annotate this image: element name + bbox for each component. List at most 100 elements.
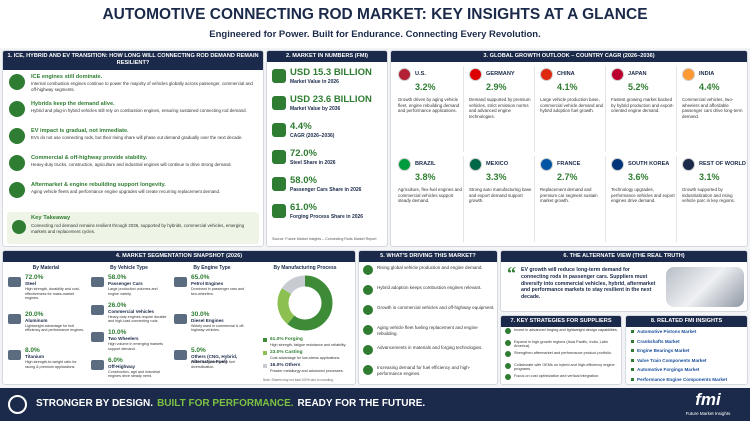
stat-label: CAGR (2026–2036) (290, 133, 335, 139)
segment-name: Petrol Engines (191, 281, 224, 286)
country-text: Strong auto manufacturing base and expor… (469, 187, 532, 203)
segment-share: 8.0% (25, 347, 40, 355)
group-title: By Vehicle Type (110, 265, 148, 271)
segment-text: High strength-to-weight ratio for racing… (25, 360, 77, 369)
item-text: EVs do not use connecting rods, but thei… (31, 135, 243, 140)
segment-name: Two Wheelers (108, 336, 139, 341)
country-text: Growth driven by aging vehicle fleet, en… (398, 97, 460, 113)
legend-text: Cost advantage for low-stress applicatio… (270, 356, 341, 360)
country-cagr: 2.7% (557, 172, 578, 182)
donut-segment (277, 275, 333, 331)
icon (91, 304, 104, 315)
item-text: Internal combustion engines continue to … (31, 81, 253, 92)
country-text: Fastest growing market backed by hybrid … (611, 97, 674, 113)
related-link[interactable]: Engine Bearings Market (637, 348, 690, 353)
related-link[interactable]: Performance Engine Components Market (637, 376, 728, 382)
related-link[interactable]: Valve Train Components Market (637, 357, 707, 363)
segment-text: Lightweight advantage for fuel efficienc… (25, 323, 85, 333)
segment-text: Widely used in commercial & off-highway … (191, 323, 245, 333)
icon (505, 339, 511, 346)
donut-segment (277, 275, 333, 331)
stat-label: Market Value by 2036 (290, 106, 341, 112)
country-text: Agriculture, flex-fuel engines and comme… (398, 187, 462, 203)
bullet (631, 368, 634, 371)
stat-label: Market Value in 2026 (290, 79, 339, 85)
country-card: REST OF WORLD 3.1% Growth supported by ind… (679, 156, 747, 242)
numbers-panel: 2. MARKET IN NUMBERS (FMI) USD 15.3 BILLI… (266, 50, 388, 247)
icon (9, 128, 25, 144)
icon (8, 350, 21, 361)
country-cagr: 4.1% (557, 82, 578, 92)
icon (91, 332, 104, 342)
country-cagr: 3.3% (486, 172, 507, 182)
icon (8, 313, 21, 324)
icon (505, 362, 511, 369)
strategy-text: Collaborate with OEMs on hybrid and high… (514, 362, 615, 372)
country-name: CHINA (557, 71, 575, 77)
flag (611, 158, 624, 171)
stat-value: 72.0% (290, 148, 317, 159)
stat-value: USD 15.3 BILLION (290, 67, 372, 78)
section-heading: 1. ICE, HYBRID AND EV TRANSITION: HOW LO… (3, 51, 263, 70)
flag (540, 158, 553, 171)
country-name: REST OF WORLD (699, 161, 746, 167)
tagline: STRONGER BY DESIGN. BUILT FOR PERFORMANCE… (36, 398, 429, 409)
stat-label: Forging Process Share in 2026 (290, 214, 364, 220)
legend-label: 16.0% Others (270, 363, 301, 368)
icon (363, 265, 373, 275)
section-heading: 8. RELATED FMI INSIGHTS (626, 316, 747, 327)
related-link[interactable]: Automotive Pistons Market (637, 329, 697, 334)
item-text: Aging vehicle fleets and performance eng… (31, 189, 221, 194)
segment-share: 58.0% (108, 274, 127, 281)
related-link[interactable]: Crankshafts Market (637, 338, 680, 344)
country-name: U.S. (415, 71, 426, 77)
icon (91, 277, 104, 287)
icon (174, 350, 187, 361)
strategy-text: Expand in high-growth regions (Asia Paci… (514, 339, 608, 349)
segment-text: High volume in emerging markets support … (108, 342, 163, 351)
segment-name: Diesel Engines (191, 317, 224, 323)
driver-text: Increasing demand for fuel efficiency an… (377, 365, 471, 376)
country-cagr: 4.4% (699, 82, 720, 92)
section-heading: 5. WHAT'S DRIVING THIS MARKET? (359, 251, 497, 262)
bullet (631, 358, 634, 362)
group-title: By Manufacturing Process (273, 265, 337, 271)
icon (272, 177, 286, 191)
country-text: Commercial vehicles, two-wheelers and af… (682, 97, 743, 119)
icon (9, 182, 25, 198)
section-heading: 3. GLOBAL GROWTH OUTLOOK – COUNTRY CAGR … (391, 51, 747, 62)
strategies-panel: 7. KEY STRATEGIES FOR SUPPLIERS Invest in… (500, 315, 622, 385)
quote-mark: “ (507, 263, 516, 283)
strategy-text: Invest in advanced forging and lightweig… (514, 328, 618, 332)
country-card: U.S. 3.2% Growth driven by aging vehicle f… (395, 66, 464, 152)
segment-name: Titanium (25, 354, 45, 360)
icon (9, 74, 25, 90)
country-card: FRANCE 2.7% Replacement demand and premium… (537, 156, 606, 242)
related-link[interactable]: Automotive Forgings Market (637, 367, 700, 372)
segment-text: Heavy-duty engines require durable and h… (108, 314, 167, 324)
country-cagr: 3.8% (415, 172, 436, 182)
strategy-text: Focus on cost optimization and vertical … (514, 374, 600, 378)
section-heading: 4. MARKET SEGMENTATION SNAPSHOT (2026) (3, 251, 355, 262)
segment-text: Construction, agri and industrial engine… (108, 369, 160, 379)
source: Source: Future Market Insights – Connect… (272, 237, 377, 241)
icon (174, 277, 187, 287)
country-text: Technology upgrades, performance vehicle… (611, 187, 675, 203)
segment-share: 65.0% (191, 274, 210, 281)
footer-icon (8, 395, 27, 414)
footer: STRONGER BY DESIGN. BUILT FOR PERFORMANCE… (0, 388, 750, 421)
segment-text: Niche but growing with fuel diversificat… (191, 360, 236, 369)
stat-value: USD 23.6 BILLION (290, 94, 372, 105)
bullet (631, 349, 634, 352)
icon (363, 345, 373, 355)
item-text: Heavy-duty trucks, construction, agricul… (31, 162, 232, 167)
country-cagr: 3.1% (699, 172, 720, 182)
item-title: ICE engines still dominate. (31, 74, 103, 80)
icon (272, 150, 286, 164)
country-text: Replacement demand and premium car segme… (540, 187, 598, 203)
flag (682, 68, 695, 81)
section-heading: 6. THE ALTERNATE VIEW (THE REAL TRUTH) (501, 251, 747, 262)
stat-value: 58.0% (290, 175, 317, 186)
segment-name: Off-Highway (108, 363, 136, 369)
segment-share: 10.0% (108, 329, 127, 336)
